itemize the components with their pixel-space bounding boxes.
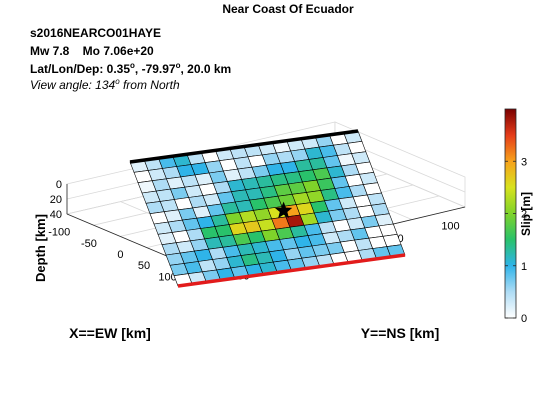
chart-title: Near Coast Of Ecuador [222, 2, 354, 16]
x-tick-label: -100 [48, 227, 70, 239]
slip-cell [386, 244, 406, 258]
view-angle-line: View angle: 134o from North [30, 77, 180, 92]
x-tick-label: 0 [117, 249, 123, 261]
colorbar-tick-label: 2 [521, 209, 527, 221]
z-tick-label: 20 [50, 194, 62, 206]
colorbar-tick-label: 1 [521, 261, 527, 273]
x-tick-label: -50 [81, 238, 97, 250]
colorbar-tick-label: 0 [521, 313, 527, 325]
y-tick-label: 100 [441, 220, 459, 232]
z-tick-label: 40 [50, 209, 62, 221]
location-line: Lat/Lon/Dep: 0.35o, -79.97o, 20.0 km [30, 61, 232, 76]
y-axis-label: Y==NS [km] [361, 325, 440, 341]
x-tick-label: 50 [138, 260, 150, 272]
colorbar: 0 1 2 3 [504, 108, 527, 325]
z-axis-label: Depth [km] [33, 214, 48, 282]
colorbar-tick-label: 3 [521, 156, 527, 168]
hypocenter-star [274, 201, 293, 219]
x-axis-label: X==EW [km] [69, 325, 151, 341]
event-id: s2016NEARCO01HAYE [30, 26, 161, 40]
z-tick-label: 0 [56, 179, 62, 191]
fault-plane [129, 129, 406, 288]
magnitude-line: Mw 7.8 Mo 7.06e+20 [30, 44, 154, 58]
x-tick-label: 100 [158, 271, 176, 283]
fault-bottom-edge [177, 253, 406, 288]
fault-top-edge [129, 129, 359, 164]
colorbar-label: Slip [m] [519, 192, 533, 236]
